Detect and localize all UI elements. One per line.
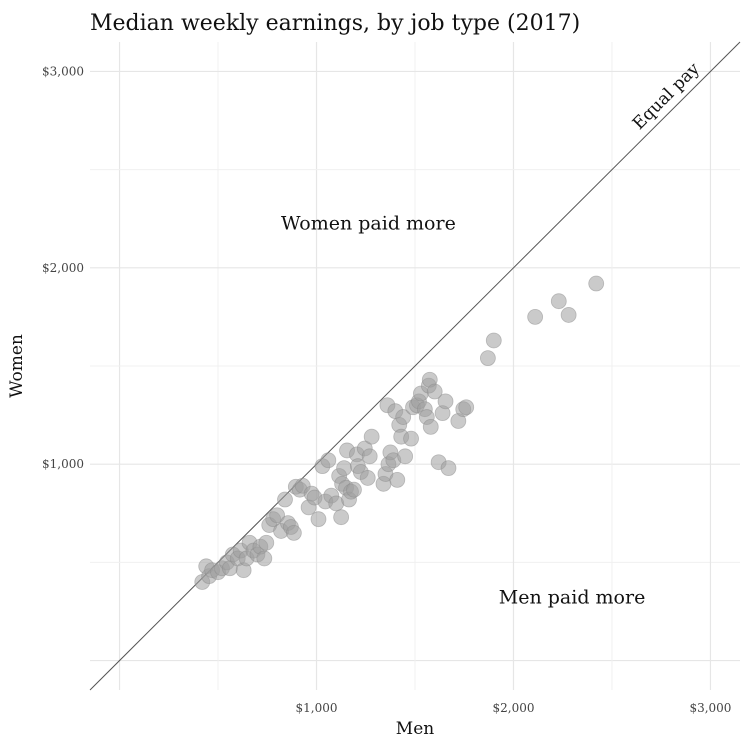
data-point	[458, 399, 475, 416]
chart-title: Median weekly earnings, by job type (201…	[90, 11, 580, 36]
data-point	[560, 307, 577, 323]
data-point	[346, 481, 362, 498]
points	[194, 275, 605, 590]
data-point	[363, 428, 380, 445]
x-tick-label: $1,000	[296, 701, 338, 715]
y-tick-label: $1,000	[42, 457, 84, 471]
data-point	[426, 383, 443, 400]
data-point	[527, 309, 544, 325]
y-tick-label: $3,000	[42, 64, 84, 78]
data-point	[437, 393, 454, 410]
data-point	[485, 332, 502, 349]
data-point	[479, 350, 496, 367]
data-point	[277, 491, 293, 508]
data-point	[361, 448, 378, 465]
data-point	[440, 460, 457, 477]
data-point	[359, 470, 376, 486]
data-point	[310, 511, 327, 528]
data-point	[389, 471, 406, 488]
data-point	[320, 452, 337, 469]
x-axis-label: Men	[396, 719, 434, 739]
y-tick-label: $2,000	[42, 261, 84, 275]
equal-pay-label: Equal pay	[629, 59, 704, 134]
data-point	[333, 509, 350, 526]
annotation-women-paid-more: Women paid more	[281, 213, 456, 235]
data-point	[258, 534, 275, 551]
data-point	[422, 418, 439, 435]
data-point	[285, 525, 302, 541]
tick-labels: $1,000 $2,000 $3,000 $1,000 $2,000 $3,000	[42, 64, 731, 715]
data-point	[395, 409, 412, 425]
data-point	[588, 275, 605, 292]
data-point	[550, 293, 567, 310]
data-point	[403, 430, 419, 447]
x-tick-label: $3,000	[689, 701, 731, 715]
grid	[90, 42, 740, 690]
x-tick-label: $2,000	[492, 701, 534, 715]
data-point	[397, 448, 414, 465]
data-point	[269, 507, 286, 524]
annotation-men-paid-more: Men paid more	[499, 587, 646, 609]
y-axis-label: Women	[7, 334, 27, 398]
data-point	[256, 550, 273, 567]
data-point	[336, 460, 352, 477]
